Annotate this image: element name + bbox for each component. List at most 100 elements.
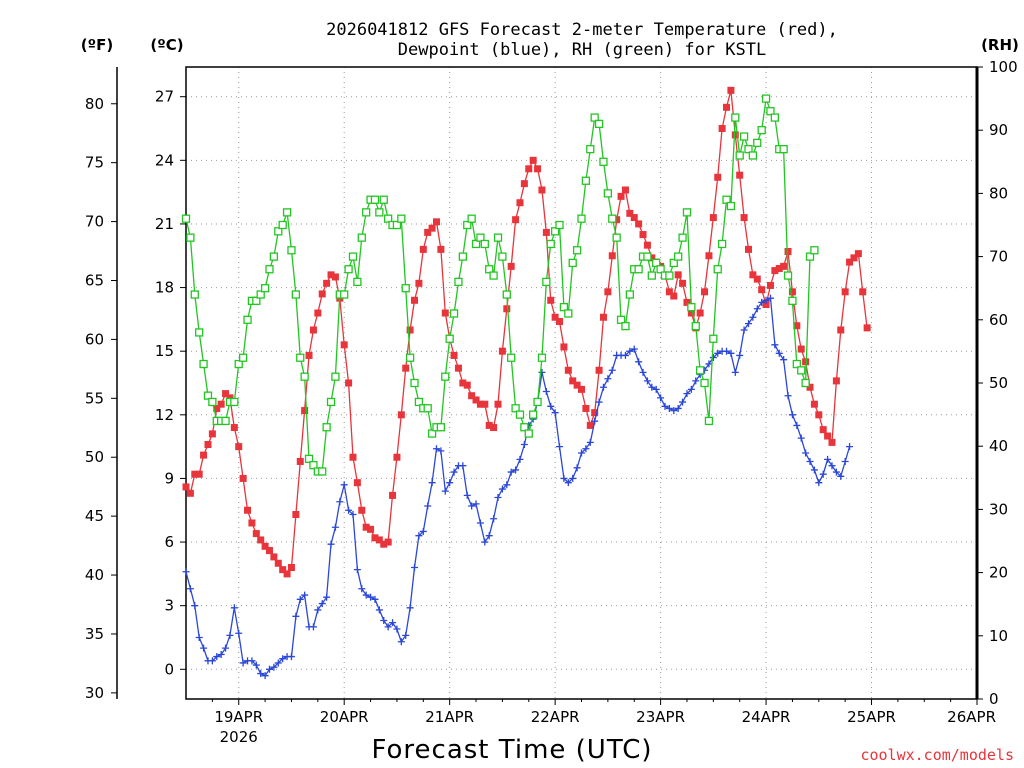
dewpoint-point — [665, 404, 673, 412]
rh-point — [467, 214, 476, 223]
dewpoint-point — [604, 375, 612, 383]
dewpoint-point — [630, 345, 638, 353]
time-tick-label: 24APR — [742, 708, 791, 726]
rh-tick-label: 90 — [989, 121, 1008, 139]
dewpoint-point — [551, 409, 559, 417]
rh-point — [441, 372, 450, 381]
dewpoint-point — [349, 510, 357, 518]
time-tick-label: 20APR — [320, 708, 369, 726]
rh-point — [458, 252, 468, 261]
temperature-point — [797, 345, 805, 353]
celsius-tick-label: 6 — [164, 533, 174, 551]
rh-point — [362, 208, 371, 217]
temperature-point — [503, 305, 511, 313]
temperature-point — [468, 392, 476, 400]
temperature-point — [696, 309, 704, 317]
dewpoint-point — [639, 368, 647, 376]
dewpoint-point — [560, 474, 568, 482]
temperature-point — [507, 262, 515, 270]
dewpoint-point — [287, 653, 295, 661]
dewpoint-point — [437, 447, 445, 455]
rh-point — [489, 271, 498, 280]
dewpoint-point — [846, 443, 854, 451]
rh-point — [397, 214, 406, 223]
dewpoint-point — [547, 402, 555, 410]
chart-title-line-2: Dewpoint (blue), RH (green) for KSTL — [398, 40, 766, 60]
rh-point — [392, 220, 402, 230]
temperature-point — [674, 271, 682, 279]
dewpoint-point — [793, 421, 801, 429]
dewpoint-point — [358, 585, 366, 593]
temperature-point — [428, 224, 436, 232]
temperature-point — [384, 538, 392, 546]
rh-point — [410, 378, 419, 388]
temperature-point — [265, 547, 273, 555]
rh-point — [309, 461, 318, 470]
rh-point — [449, 309, 459, 318]
temperature-point — [257, 536, 265, 544]
dewpoint-point — [520, 441, 528, 449]
dewpoint-point — [424, 502, 432, 510]
dewpoint-point — [186, 585, 194, 593]
temperature-point — [411, 296, 419, 304]
dewpoint-point — [476, 519, 484, 527]
temperature-point — [353, 479, 361, 487]
temperature-point — [714, 173, 722, 181]
credit-label: coolwx.com/models — [860, 746, 1014, 764]
dewpoint-point — [446, 479, 454, 487]
temperature-point — [538, 186, 546, 194]
temperature-point — [375, 536, 383, 544]
rh-point — [797, 366, 806, 375]
temperature-point — [432, 218, 440, 226]
dewpoint-point — [683, 390, 691, 398]
temperature-point — [279, 566, 287, 574]
temperature-point — [301, 407, 309, 415]
dewpoint-point — [780, 356, 788, 364]
dewpoint-point — [463, 491, 471, 499]
temperature-point — [599, 313, 607, 321]
dewpoint-point — [257, 670, 265, 678]
dewpoint-point — [626, 347, 634, 355]
dewpoint-point — [402, 631, 410, 639]
temperature-point — [371, 534, 379, 542]
rh-point — [331, 372, 340, 381]
temperature-point — [437, 245, 445, 253]
temperature-point — [340, 341, 348, 349]
temperature-point — [626, 209, 634, 217]
rh-point — [559, 303, 569, 312]
dewpoint-point — [208, 657, 216, 665]
dewpoint-point — [468, 502, 476, 510]
rh-point — [300, 372, 309, 381]
temperature-point — [780, 262, 788, 270]
rh-tick-label: 30 — [989, 500, 1008, 518]
rh-point — [405, 353, 415, 362]
temperature-point — [222, 390, 230, 398]
dewpoint-point — [828, 462, 836, 470]
temperature-point — [551, 313, 559, 321]
dewpoint-point — [692, 377, 700, 385]
temperature-point — [393, 453, 401, 461]
time-tick-label: 19APR — [214, 708, 263, 726]
celsius-tick-label: 18 — [155, 279, 174, 297]
dewpoint-point — [797, 434, 805, 442]
dewpoint-point — [815, 479, 823, 487]
dewpoint-point — [327, 540, 335, 548]
rh-point — [717, 239, 727, 249]
celsius-unit-label: (ºC) — [150, 36, 183, 54]
dewpoint-point — [679, 398, 687, 406]
dewpoint-point — [705, 360, 713, 368]
temperature-point — [406, 326, 414, 334]
rh-point — [515, 410, 525, 419]
dewpoint-point — [556, 443, 564, 451]
temperature-point — [573, 381, 581, 389]
temperature-point — [182, 483, 190, 491]
temperature-point — [564, 366, 572, 374]
rh-point — [656, 265, 665, 274]
dewpoint-point — [512, 466, 520, 474]
dewpoint-point — [411, 564, 419, 572]
rh-point — [713, 265, 722, 274]
temperature-point — [239, 474, 247, 482]
rh-point — [586, 145, 595, 154]
rh-tick-label: 10 — [989, 627, 1008, 645]
rh-point — [221, 416, 230, 426]
